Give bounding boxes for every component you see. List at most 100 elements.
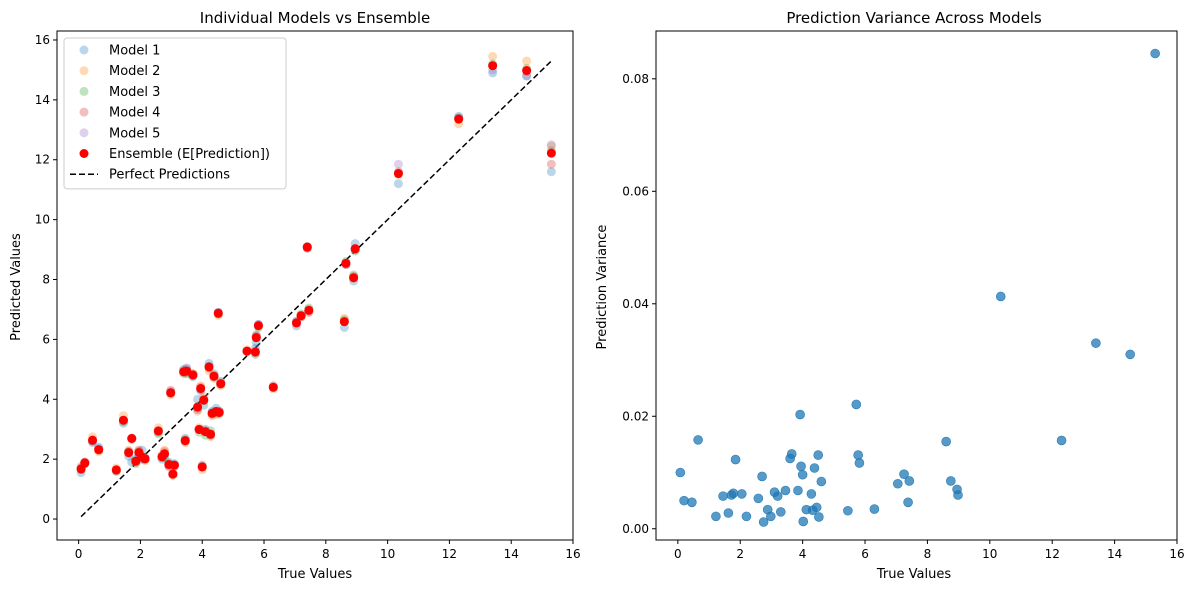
right-chart: Prediction Variance Across Models True V… (595, 9, 1185, 582)
left-x-axis-label: True Values (277, 567, 352, 582)
ensemble-point (350, 244, 360, 254)
x-tick-label: 8 (924, 547, 932, 561)
ensemble-point (118, 415, 128, 425)
x-tick-label: 4 (198, 547, 206, 561)
variance-point (854, 458, 865, 468)
x-tick-label: 14 (504, 547, 519, 561)
legend-marker (79, 45, 89, 55)
y-tick-label: 0.04 (622, 297, 649, 311)
legend-label: Model 3 (109, 85, 160, 100)
y-tick-label: 2 (42, 452, 50, 466)
ensemble-point (131, 456, 141, 466)
x-tick-label: 2 (736, 547, 744, 561)
variance-point (1056, 435, 1067, 446)
y-tick-label: 6 (42, 332, 50, 346)
ensemble-point (488, 61, 498, 71)
x-tick-label: 12 (442, 547, 457, 561)
variance-point (903, 497, 913, 508)
variance-point (736, 489, 747, 499)
variance-point (757, 471, 767, 482)
left-chart-title: Individual Models vs Ensemble (200, 9, 430, 27)
variance-point (772, 491, 783, 501)
model-point (488, 51, 498, 61)
variance-point (793, 485, 803, 496)
variance-point (816, 476, 827, 487)
ensemble-point (204, 362, 214, 372)
model-point (522, 56, 532, 66)
ensemble-point (124, 448, 134, 458)
y-tick-label: 12 (35, 153, 50, 167)
variance-point (1091, 338, 1101, 348)
y-tick-label: 10 (35, 213, 50, 227)
x-tick-label: 0 (674, 547, 682, 561)
variance-point (730, 454, 741, 465)
variance-point (904, 476, 915, 486)
ensemble-point (341, 258, 351, 268)
variance-point (675, 467, 686, 478)
ensemble-point (291, 318, 301, 328)
legend-marker (79, 149, 89, 158)
y-tick-label: 0.02 (622, 409, 649, 423)
ensemble-point (206, 429, 216, 439)
variance-point (766, 511, 776, 522)
ensemble-point (199, 395, 209, 405)
variance-point (853, 450, 863, 460)
variance-point (851, 399, 862, 410)
x-tick-label: 12 (1045, 547, 1060, 561)
ensemble-point (140, 454, 150, 464)
ensemble-point (153, 426, 163, 436)
variance-point (941, 436, 951, 447)
variance-point (809, 463, 820, 473)
y-tick-label: 0.08 (622, 72, 649, 86)
ensemble-point (168, 469, 178, 479)
x-tick-label: 4 (799, 547, 807, 561)
variance-point (811, 502, 822, 513)
variance-point (899, 469, 909, 479)
ensemble-point (296, 311, 306, 321)
variance-point (775, 507, 786, 517)
variance-point (953, 490, 963, 500)
model-point (393, 159, 403, 169)
plot-frame (56, 30, 574, 541)
variance-point (693, 435, 703, 445)
y-tick-label: 0.00 (622, 522, 649, 536)
legend-label: Model 4 (109, 106, 160, 121)
right-y-axis-label: Prediction Variance (595, 225, 610, 350)
ensemble-point (302, 242, 312, 252)
ensemble-point (242, 346, 252, 356)
y-tick-label: 8 (42, 273, 50, 287)
left-y-axis-label: Predicted Values (9, 233, 24, 341)
ensemble-point (213, 308, 223, 318)
variance-point (797, 469, 808, 480)
variance-series (675, 48, 1160, 527)
variance-point (795, 409, 805, 420)
ensemble-point (546, 148, 556, 158)
model-point (546, 159, 556, 169)
x-tick-label: 16 (565, 547, 580, 561)
variance-point (753, 493, 764, 504)
legend-label: Model 2 (109, 64, 160, 79)
variance-point (786, 449, 797, 459)
ensemble-point (88, 435, 98, 445)
legend-label: Ensemble (E[Prediction]) (109, 147, 270, 162)
ensemble-point (166, 388, 176, 398)
variance-point (758, 517, 769, 527)
x-tick-label: 6 (260, 547, 268, 561)
variance-point (1150, 48, 1160, 59)
model-point (488, 68, 498, 78)
x-tick-label: 16 (1169, 547, 1184, 561)
variance-point (711, 511, 721, 522)
ensemble-point (393, 169, 403, 179)
y-tick-label: 14 (35, 93, 50, 107)
legend-box (63, 37, 287, 190)
right-chart-title: Prediction Variance Across Models (786, 9, 1042, 27)
ensemble-point (193, 402, 203, 412)
x-tick-label: 10 (380, 547, 395, 561)
variance-point (843, 505, 853, 516)
variance-point (806, 489, 817, 499)
variance-point (796, 461, 806, 472)
ensemble-series (76, 61, 556, 479)
ensemble-point (180, 436, 190, 446)
variance-point (718, 491, 728, 501)
